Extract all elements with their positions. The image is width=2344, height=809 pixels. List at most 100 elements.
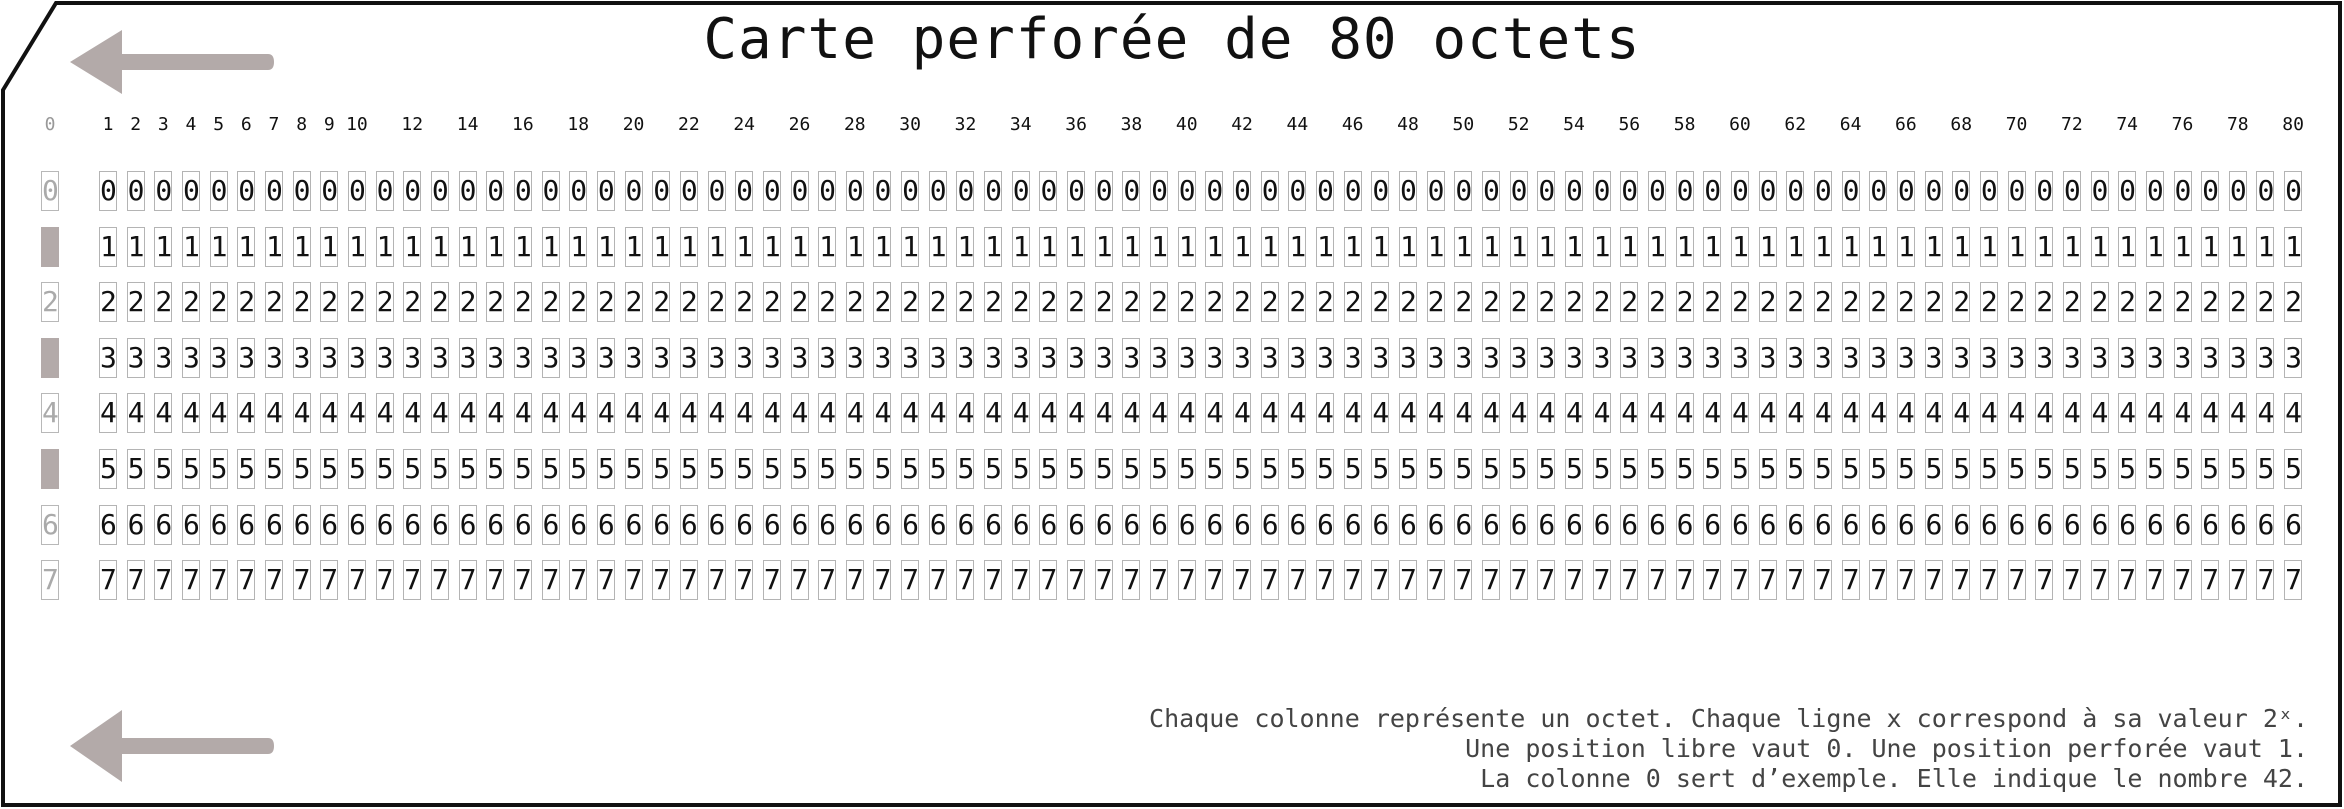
punch-position[interactable]: 2	[2062, 282, 2081, 323]
punch-position[interactable]: 6	[2118, 504, 2137, 545]
punch-position[interactable]: 4	[845, 393, 864, 434]
punch-position[interactable]: 3	[1675, 337, 1694, 378]
punch-position[interactable]: 6	[845, 504, 864, 545]
punch-position[interactable]: 0	[652, 171, 671, 211]
punch-position[interactable]: 5	[181, 449, 200, 489]
punch-position[interactable]: 5	[2284, 449, 2303, 489]
punch-position[interactable]: 1	[2228, 226, 2247, 267]
punch-position[interactable]: 6	[1343, 504, 1362, 545]
punch-position[interactable]: 1	[1067, 226, 1086, 267]
punch-position[interactable]: 6	[513, 504, 532, 545]
punch-position[interactable]: 2	[1786, 282, 1805, 323]
punch-position[interactable]: 4	[928, 393, 947, 434]
punch-position[interactable]: 5	[735, 449, 754, 489]
punch-position[interactable]: 7	[1205, 560, 1224, 601]
punch-position[interactable]: 7	[569, 560, 588, 601]
punch-position[interactable]: 6	[928, 504, 947, 545]
punch-position[interactable]: 1	[762, 226, 781, 267]
punch-position[interactable]: 7	[1537, 560, 1556, 601]
punch-position[interactable]: 3	[1841, 337, 1860, 378]
punch-position[interactable]: 1	[1205, 226, 1224, 267]
punch-position[interactable]: 4	[1205, 393, 1224, 434]
punch-position[interactable]: 1	[928, 226, 947, 267]
punch-position[interactable]: 3	[1813, 337, 1832, 378]
punch-position[interactable]: 3	[292, 337, 311, 378]
punch-position[interactable]: 4	[1979, 393, 1998, 434]
punch-position[interactable]: 7	[1316, 560, 1335, 601]
punch-position[interactable]: 7	[2035, 560, 2054, 601]
punch-position[interactable]: 5	[1952, 449, 1971, 489]
punch-position[interactable]: 5	[513, 449, 532, 489]
punched-hole[interactable]	[41, 226, 59, 267]
punch-position[interactable]: 1	[2035, 226, 2054, 267]
punch-position[interactable]: 7	[818, 560, 837, 601]
punch-position[interactable]: 1	[1758, 226, 1777, 267]
punch-position[interactable]: 1	[2201, 226, 2220, 267]
punch-position[interactable]: 4	[209, 393, 228, 434]
punch-position[interactable]: 7	[375, 560, 394, 601]
punch-position[interactable]: 5	[1233, 449, 1252, 489]
punch-position[interactable]: 0	[209, 171, 228, 211]
punch-position[interactable]: 6	[1786, 504, 1805, 545]
punch-position[interactable]: 2	[541, 282, 560, 323]
punch-position[interactable]: 6	[1758, 504, 1777, 545]
punch-position[interactable]: 0	[541, 171, 560, 211]
punch-position[interactable]: 3	[1260, 337, 1279, 378]
punch-position[interactable]: 7	[1979, 560, 1998, 601]
punch-position[interactable]: 4	[901, 393, 920, 434]
punch-position[interactable]: 2	[1979, 282, 1998, 323]
punch-position[interactable]: 0	[1592, 171, 1611, 211]
punch-position[interactable]: 3	[320, 337, 339, 378]
punch-position[interactable]: 3	[1122, 337, 1141, 378]
punch-position[interactable]: 7	[1896, 560, 1915, 601]
punch-position[interactable]: 3	[1454, 337, 1473, 378]
punch-position[interactable]: 2	[596, 282, 615, 323]
punch-position[interactable]: 4	[652, 393, 671, 434]
punched-hole[interactable]	[41, 449, 59, 489]
punch-position[interactable]: 5	[1979, 449, 1998, 489]
punch-position[interactable]: 4	[486, 393, 505, 434]
punch-position[interactable]: 0	[1730, 171, 1749, 211]
punch-position[interactable]: 7	[1426, 560, 1445, 601]
punch-position[interactable]: 1	[2173, 226, 2192, 267]
punch-position[interactable]: 6	[569, 504, 588, 545]
punch-position[interactable]: 5	[1509, 449, 1528, 489]
punch-position[interactable]: 5	[320, 449, 339, 489]
punch-position[interactable]: 6	[458, 504, 477, 545]
punch-position[interactable]: 7	[1122, 560, 1141, 601]
punch-position[interactable]: 2	[1675, 282, 1694, 323]
punch-position[interactable]: 0	[264, 171, 283, 211]
punch-position[interactable]: 2	[1067, 282, 1086, 323]
punch-position[interactable]: 2	[818, 282, 837, 323]
punch-position[interactable]: 7	[458, 560, 477, 601]
punch-position[interactable]: 0	[41, 171, 59, 211]
punch-position[interactable]: 3	[1288, 337, 1307, 378]
punch-position[interactable]: 5	[1786, 449, 1805, 489]
punch-position[interactable]: 0	[569, 171, 588, 211]
punch-position[interactable]: 1	[292, 226, 311, 267]
punch-position[interactable]: 1	[209, 226, 228, 267]
punch-position[interactable]: 2	[1730, 282, 1749, 323]
punch-position[interactable]: 2	[901, 282, 920, 323]
punch-position[interactable]: 3	[735, 337, 754, 378]
punch-position[interactable]: 4	[2062, 393, 2081, 434]
punch-position[interactable]: 5	[1288, 449, 1307, 489]
punch-position[interactable]: 2	[292, 282, 311, 323]
punch-position[interactable]: 0	[928, 171, 947, 211]
punch-position[interactable]: 6	[1509, 504, 1528, 545]
punch-position[interactable]: 0	[2228, 171, 2247, 211]
punch-position[interactable]: 3	[264, 337, 283, 378]
punch-position[interactable]: 2	[1869, 282, 1888, 323]
punch-position[interactable]: 7	[901, 560, 920, 601]
punch-position[interactable]: 1	[1813, 226, 1832, 267]
punch-position[interactable]: 2	[2173, 282, 2192, 323]
punch-position[interactable]: 2	[458, 282, 477, 323]
punch-position[interactable]: 6	[984, 504, 1003, 545]
punch-position[interactable]: 5	[126, 449, 145, 489]
punch-position[interactable]: 0	[1343, 171, 1362, 211]
punch-position[interactable]: 2	[735, 282, 754, 323]
punch-position[interactable]: 1	[569, 226, 588, 267]
punch-position[interactable]: 6	[1039, 504, 1058, 545]
punch-position[interactable]: 7	[624, 560, 643, 601]
punch-position[interactable]: 4	[1150, 393, 1169, 434]
